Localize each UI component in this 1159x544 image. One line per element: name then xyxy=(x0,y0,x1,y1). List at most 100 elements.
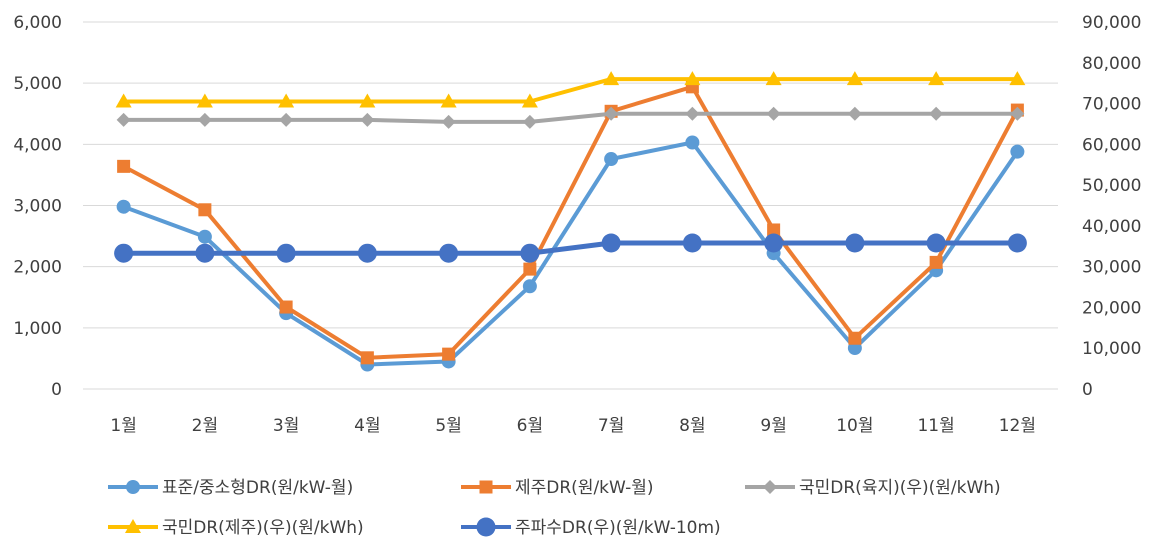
legend-label: 제주DR(원/kW-월) xyxy=(515,478,654,498)
x-tick-label: 4월 xyxy=(354,416,380,436)
right-tick-label: 10,000 xyxy=(1082,339,1141,359)
data-point xyxy=(1010,144,1025,159)
left-tick-label: 5,000 xyxy=(13,74,62,94)
right-tick-label: 60,000 xyxy=(1082,135,1141,155)
right-tick-label: 80,000 xyxy=(1082,54,1141,74)
x-tick-label: 3월 xyxy=(273,416,299,436)
x-tick-label: 7월 xyxy=(598,416,624,436)
data-point xyxy=(765,71,782,86)
data-point xyxy=(114,243,134,263)
right-tick-label: 30,000 xyxy=(1082,258,1141,278)
x-tick-label: 12월 xyxy=(999,416,1036,436)
data-point xyxy=(848,331,862,345)
x-axis: 1월 2월 3월 4월 5월 6월 7월 8월 9월 10월 11월 12월 xyxy=(83,388,1058,436)
x-tick-label: 8월 xyxy=(679,416,705,436)
data-point xyxy=(603,71,620,86)
series-2 xyxy=(117,80,1024,365)
legend-item: 표준/중소형DR(원/kW-월) xyxy=(108,478,353,498)
data-point xyxy=(116,199,131,214)
right-tick-label: 70,000 xyxy=(1082,95,1141,115)
data-point xyxy=(604,106,619,121)
right-tick-label: 90,000 xyxy=(1082,13,1141,33)
data-point xyxy=(682,233,702,253)
data-point xyxy=(766,106,781,121)
series-line xyxy=(122,84,1020,360)
left-tick-label: 6,000 xyxy=(13,13,62,33)
data-point xyxy=(357,243,377,263)
data-point xyxy=(116,112,131,127)
data-point xyxy=(117,159,131,173)
x-tick-label: 5월 xyxy=(435,416,461,436)
data-point xyxy=(846,71,863,86)
legend-marker xyxy=(476,517,496,537)
data-point xyxy=(359,93,376,108)
legend-item: 국민DR(제주)(우)(원/kWh) xyxy=(108,518,364,538)
series-3 xyxy=(116,106,1025,129)
left-tick-label: 0 xyxy=(51,380,62,400)
legend-marker xyxy=(479,480,493,494)
series-line xyxy=(123,240,1018,256)
data-point xyxy=(926,233,946,253)
left-tick-label: 2,000 xyxy=(13,258,62,278)
right-tick-label: 20,000 xyxy=(1082,298,1141,318)
legend-label: 국민DR(제주)(우)(원/kWh) xyxy=(162,518,364,538)
data-point xyxy=(360,351,374,365)
legend-item: 주파수DR(우)(원/kW-10m) xyxy=(461,517,721,538)
data-point xyxy=(520,243,540,263)
legend-item: 국민DR(육지)(우)(원/kWh) xyxy=(745,478,1001,498)
data-point xyxy=(440,93,457,108)
series-layer xyxy=(114,71,1027,372)
x-tick-label: 2월 xyxy=(192,416,218,436)
data-point xyxy=(441,114,456,129)
data-point xyxy=(1010,106,1025,121)
data-point xyxy=(278,93,295,108)
data-point xyxy=(764,233,784,253)
data-point xyxy=(929,255,943,269)
data-point xyxy=(928,71,945,86)
legend: 표준/중소형DR(원/kW-월) 제주DR(원/kW-월) 국민DR(육지)(우)(… xyxy=(108,478,1001,538)
data-point xyxy=(115,93,132,108)
data-point xyxy=(685,106,700,121)
data-point xyxy=(604,152,619,167)
data-point xyxy=(684,71,701,86)
left-axis: 0 1,000 2,000 3,000 4,000 5,000 6,000 xyxy=(13,13,62,400)
series-5 xyxy=(114,233,1027,263)
data-point xyxy=(279,112,294,127)
right-tick-label: 40,000 xyxy=(1082,217,1141,237)
data-point xyxy=(929,106,944,121)
data-point xyxy=(767,223,781,237)
left-tick-label: 3,000 xyxy=(13,197,62,217)
x-tick-label: 9월 xyxy=(760,416,786,436)
x-tick-label: 1월 xyxy=(110,416,136,436)
legend-label: 주파수DR(우)(원/kW-10m) xyxy=(515,518,721,538)
data-point xyxy=(279,300,293,314)
data-point xyxy=(276,243,296,263)
x-tick-label: 11월 xyxy=(917,416,954,436)
legend-marker xyxy=(126,480,140,494)
legend-marker xyxy=(763,480,777,494)
data-point xyxy=(847,106,862,121)
data-point xyxy=(439,243,459,263)
data-point xyxy=(1009,71,1026,86)
data-point xyxy=(195,243,215,263)
data-point xyxy=(197,112,212,127)
right-axis: 0 10,000 20,000 30,000 40,000 50,000 60,000 70,… xyxy=(1082,13,1141,400)
series-line xyxy=(123,111,1018,124)
right-tick-label: 50,000 xyxy=(1082,176,1141,196)
data-point xyxy=(198,203,212,217)
left-tick-label: 4,000 xyxy=(13,135,62,155)
data-point xyxy=(523,262,537,276)
data-point xyxy=(601,233,621,253)
grid-layer xyxy=(83,21,1058,390)
data-point xyxy=(522,114,537,129)
data-point xyxy=(442,347,456,361)
legend-label: 표준/중소형DR(원/kW-월) xyxy=(162,478,353,498)
right-tick-label: 0 xyxy=(1082,380,1093,400)
series-line xyxy=(122,140,1020,367)
x-tick-label: 10월 xyxy=(836,416,873,436)
legend-item: 제주DR(원/kW-월) xyxy=(461,478,654,498)
legend-label: 국민DR(육지)(우)(원/kWh) xyxy=(799,478,1001,498)
data-point xyxy=(521,93,538,108)
